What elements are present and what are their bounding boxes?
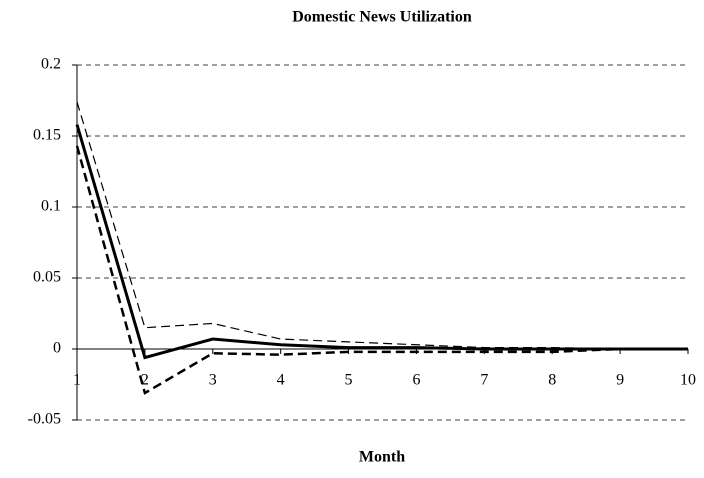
- x-tick-label: 4: [277, 372, 285, 389]
- y-tick-label: 0.2: [41, 56, 61, 73]
- series-line: [76, 101, 688, 350]
- x-tick-label: 7: [480, 372, 488, 389]
- y-tick-label: 0.05: [33, 269, 61, 286]
- series-line: [75, 124, 688, 360]
- x-tick-label: 10: [680, 372, 696, 389]
- x-tick-label: 3: [209, 372, 217, 389]
- series-line: [75, 145, 688, 395]
- y-tick-label: -0.05: [28, 411, 61, 428]
- x-tick-label: 6: [412, 372, 420, 389]
- x-tick-label: 5: [345, 372, 353, 389]
- y-tick-label: 0: [53, 340, 61, 357]
- x-tick-label: 2: [141, 372, 149, 389]
- x-tick-label: 1: [73, 372, 81, 389]
- chart-title: Domestic News Utilization: [292, 9, 472, 26]
- x-tick-label: 8: [548, 372, 556, 389]
- y-tick-label: 0.1: [41, 198, 61, 215]
- x-tick-label: 9: [616, 372, 624, 389]
- x-axis-label: Month: [359, 449, 405, 466]
- y-tick-label: 0.15: [33, 127, 61, 144]
